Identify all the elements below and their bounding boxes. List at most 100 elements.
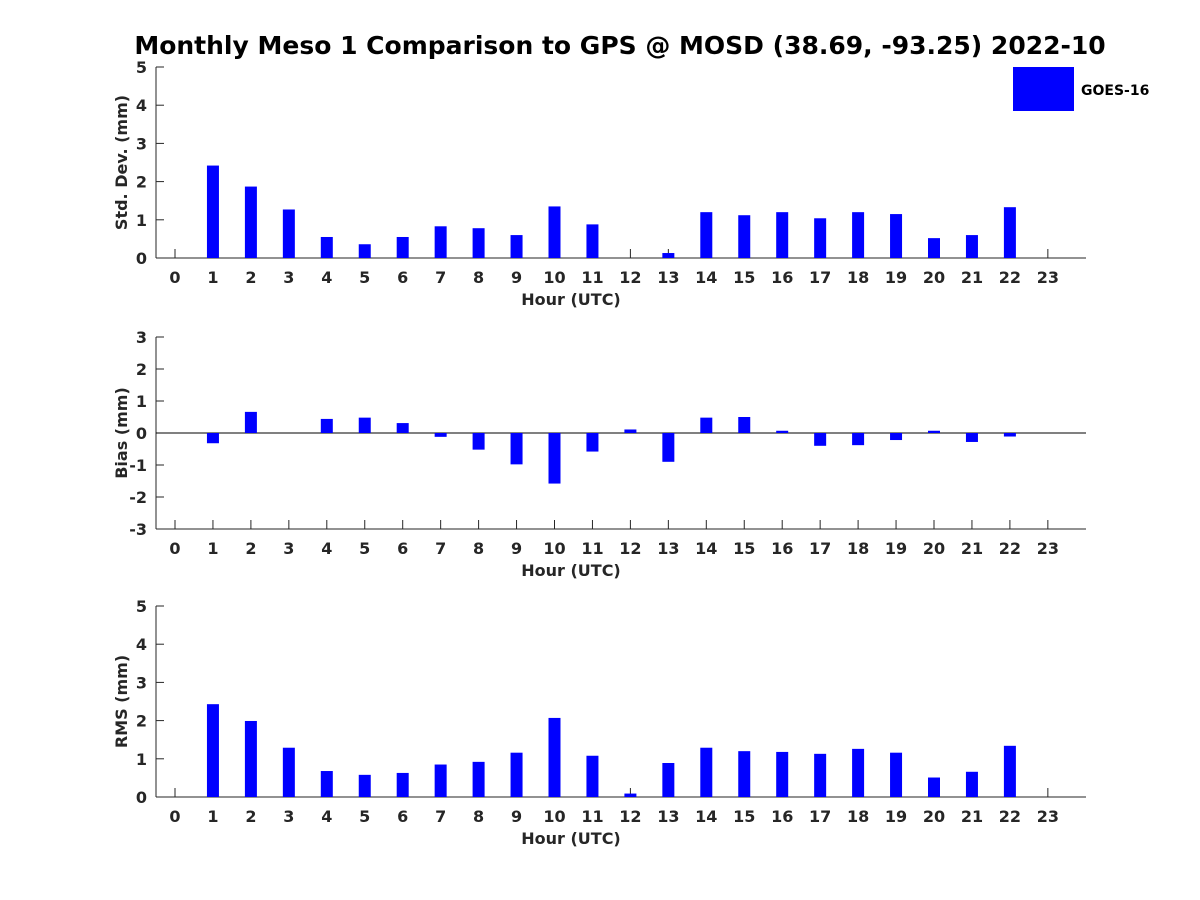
x-tick-label: 21 [961,807,983,826]
bar-bias-18 [852,433,865,446]
bar-std-dev-19 [890,214,903,258]
y-tick-label: 5 [136,58,147,77]
y-axis-label: RMS (mm) [112,655,131,748]
x-tick-label: 18 [847,268,869,287]
x-tick-label: 16 [771,268,793,287]
bar-std-dev-21 [965,235,978,258]
y-axis-label: Bias (mm) [112,387,131,479]
x-tick-label: 10 [543,268,565,287]
bar-rms-20 [928,777,940,797]
bar-std-dev-16 [776,212,789,258]
x-tick-label: 13 [657,539,679,558]
x-tick-label: 12 [619,539,641,558]
bar-rms-9 [510,752,523,797]
bar-std-dev-4 [320,236,333,258]
bar-rms-5 [358,774,371,797]
legend-swatch [1013,67,1074,111]
bar-bias-14 [700,417,713,433]
x-tick-label: 14 [695,807,717,826]
bar-rms-12 [624,793,637,797]
legend: GOES-16 [1013,67,1149,111]
bar-bias-17 [814,433,827,446]
bar-std-dev-10 [548,206,561,258]
x-tick-label: 14 [695,539,717,558]
x-tick-label: 1 [207,807,218,826]
bar-std-dev-14 [700,212,713,258]
x-tick-label: 16 [771,539,793,558]
x-tick-label: 20 [923,807,945,826]
x-tick-label: 11 [581,807,603,826]
x-tick-label: 20 [923,539,945,558]
x-axis-label: Hour (UTC) [521,829,621,848]
bar-rms-21 [965,771,978,797]
bar-bias-15 [738,417,751,433]
x-tick-label: 19 [885,539,907,558]
x-tick-label: 21 [961,268,983,287]
bar-bias-1 [206,433,219,444]
x-tick-label: 21 [961,539,983,558]
bar-rms-6 [396,772,409,797]
bar-bias-11 [586,433,599,452]
bar-std-dev-20 [928,238,940,258]
y-axis-label: Std. Dev. (mm) [112,95,131,230]
x-tick-label: 5 [359,268,370,287]
x-tick-label: 19 [885,268,907,287]
x-tick-label: 8 [473,539,484,558]
bar-rms-19 [890,752,903,797]
x-tick-label: 23 [1037,807,1059,826]
bar-rms-18 [852,748,865,797]
bar-rms-16 [776,751,789,797]
bar-rms-10 [548,717,561,797]
x-tick-label: 5 [359,807,370,826]
x-tick-label: 19 [885,807,907,826]
x-tick-label: 17 [809,539,831,558]
bar-std-dev-13 [662,253,675,258]
bar-rms-2 [244,720,257,797]
y-tick-label: -1 [129,456,147,475]
bar-rms-14 [700,747,713,797]
bar-std-dev-9 [510,235,523,258]
x-tick-label: 7 [435,807,446,826]
x-tick-label: 0 [169,539,180,558]
bar-std-dev-7 [434,226,447,258]
x-tick-label: 23 [1037,268,1059,287]
bar-std-dev-15 [738,215,751,258]
x-tick-label: 1 [207,268,218,287]
x-tick-label: 17 [809,268,831,287]
bar-rms-3 [282,747,295,797]
x-tick-label: 18 [847,539,869,558]
bar-std-dev-11 [586,224,599,258]
x-tick-label: 0 [169,268,180,287]
y-tick-label: -3 [129,520,147,539]
x-tick-label: 7 [435,539,446,558]
x-tick-label: 8 [473,807,484,826]
y-tick-label: 4 [136,96,147,115]
x-tick-label: 15 [733,268,755,287]
bar-std-dev-2 [244,186,257,258]
bar-std-dev-3 [282,209,295,258]
x-tick-label: 8 [473,268,484,287]
y-tick-label: 3 [136,328,147,347]
x-tick-label: 9 [511,268,522,287]
bar-rms-8 [472,761,485,797]
bar-bias-4 [320,418,333,433]
y-tick-label: 0 [136,249,147,268]
bar-std-dev-18 [852,212,865,258]
x-tick-label: 18 [847,807,869,826]
x-tick-label: 4 [321,539,332,558]
x-tick-label: 0 [169,807,180,826]
x-tick-label: 9 [511,539,522,558]
y-tick-label: 3 [136,673,147,692]
x-tick-label: 10 [543,807,565,826]
y-tick-label: 0 [136,788,147,807]
x-tick-label: 12 [619,268,641,287]
y-tick-label: 3 [136,134,147,153]
y-tick-label: 0 [136,424,147,443]
x-tick-label: 7 [435,268,446,287]
x-tick-label: 22 [999,268,1021,287]
bar-std-dev-6 [396,236,409,258]
bar-bias-2 [244,411,257,433]
